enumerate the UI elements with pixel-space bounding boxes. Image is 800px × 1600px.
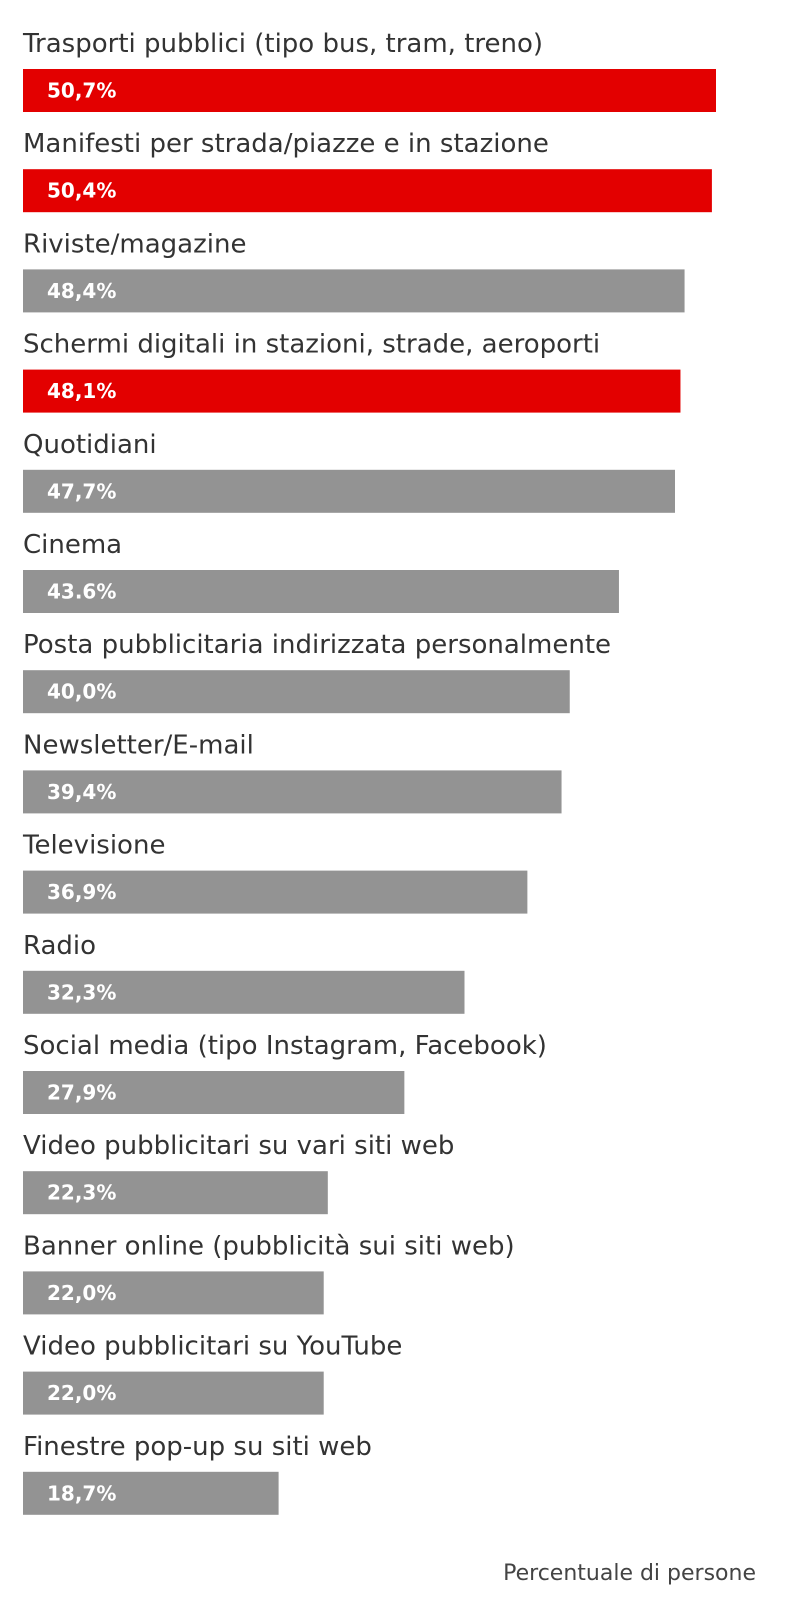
bar-row: Finestre pop-up su siti web 18,7% xyxy=(23,1432,372,1515)
value-label: 36,9% xyxy=(47,880,116,904)
bar xyxy=(23,169,712,213)
value-label: 48,4% xyxy=(47,279,116,303)
category-label: Banner online (pubblicità sui siti web) xyxy=(23,1231,515,1261)
value-label: 40,0% xyxy=(47,680,116,704)
bar xyxy=(23,870,528,914)
value-label: 22,3% xyxy=(47,1181,116,1205)
bar xyxy=(23,670,570,714)
bar-row: Schermi digitali in stazioni, strade, ae… xyxy=(23,330,681,413)
bar-row: Quotidiani 47,7% xyxy=(23,430,675,513)
value-label: 43.6% xyxy=(47,580,116,604)
bar-row: Posta pubblicitaria indirizzata personal… xyxy=(23,630,611,714)
category-label: Radio xyxy=(23,931,96,961)
category-label: Posta pubblicitaria indirizzata personal… xyxy=(23,630,611,660)
value-label: 22,0% xyxy=(47,1281,116,1305)
bar xyxy=(23,1271,324,1315)
category-label: Cinema xyxy=(23,530,122,560)
bar-row: Banner online (pubblicità sui siti web) 2… xyxy=(23,1231,515,1315)
category-label: Schermi digitali in stazioni, strade, ae… xyxy=(23,330,600,360)
category-label: Riviste/magazine xyxy=(23,229,246,259)
value-label: 48,1% xyxy=(47,379,116,403)
value-label: 18,7% xyxy=(47,1481,116,1505)
unit-note: Percentuale di persone xyxy=(503,1561,756,1586)
bar xyxy=(23,269,685,313)
category-label: Finestre pop-up su siti web xyxy=(23,1432,372,1462)
category-label: Video pubblicitari su vari siti web xyxy=(23,1131,454,1161)
bar-row: Video pubblicitari su YouTube 22,0% xyxy=(23,1332,402,1415)
bar xyxy=(23,970,465,1014)
bar xyxy=(23,1471,279,1515)
bar-row: Radio 32,3% xyxy=(23,931,465,1014)
category-label: Quotidiani xyxy=(23,430,157,460)
bar xyxy=(23,1171,328,1215)
bar-row: Cinema 43.6% xyxy=(23,530,619,613)
bar xyxy=(23,770,562,814)
bar-row: Manifesti per strada/piazze e in stazion… xyxy=(23,129,712,213)
value-label: 47,7% xyxy=(47,479,116,503)
bar xyxy=(23,369,681,413)
category-label: Trasporti pubblici (tipo bus, tram, tren… xyxy=(22,29,543,59)
bar-row: Newsletter/E-mail 39,4% xyxy=(23,730,562,814)
value-label: 50,7% xyxy=(47,79,116,103)
value-label: 39,4% xyxy=(47,780,116,804)
bar-row: Social media (tipo Instagram, Facebook) 2… xyxy=(23,1031,547,1114)
category-label: Social media (tipo Instagram, Facebook) xyxy=(23,1031,547,1061)
bar xyxy=(23,69,716,112)
category-label: Manifesti per strada/piazze e in stazion… xyxy=(23,129,549,159)
bar xyxy=(23,469,675,513)
category-label: Video pubblicitari su YouTube xyxy=(23,1332,402,1362)
bar xyxy=(23,570,619,613)
bar xyxy=(23,1071,405,1114)
bar-row: Trasporti pubblici (tipo bus, tram, tren… xyxy=(22,29,716,112)
bar-row: Televisione 36,9% xyxy=(22,831,528,914)
category-label: Newsletter/E-mail xyxy=(23,730,254,760)
value-label: 50,4% xyxy=(47,179,116,203)
category-label: Televisione xyxy=(22,831,165,861)
bar-row: Video pubblicitari su vari siti web 22,3% xyxy=(23,1131,454,1215)
bar-row: Riviste/magazine 48,4% xyxy=(23,229,685,313)
value-label: 32,3% xyxy=(47,980,116,1004)
value-label: 27,9% xyxy=(47,1081,116,1105)
bar xyxy=(23,1371,324,1415)
value-label: 22,0% xyxy=(47,1381,116,1405)
